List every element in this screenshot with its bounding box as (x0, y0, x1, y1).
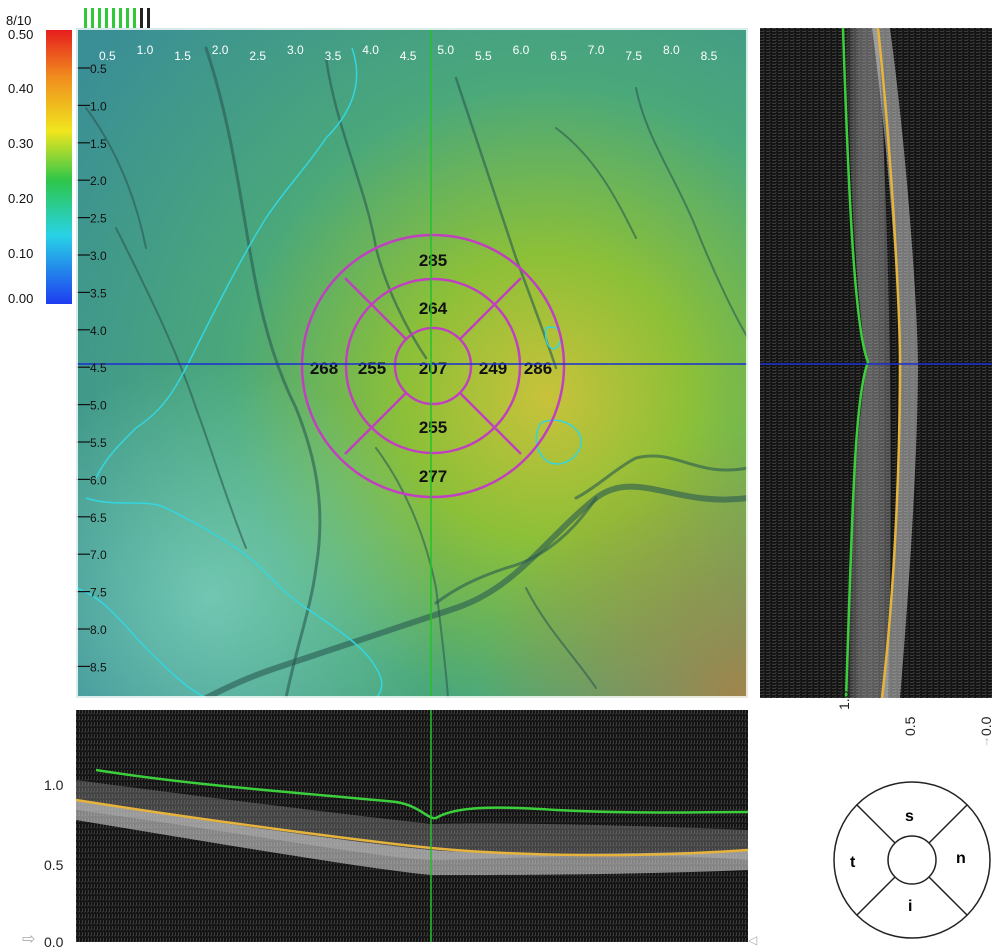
colorbar-tick-030: 0.30 (8, 136, 34, 151)
fundus-x-tick-label: 6.0 (513, 43, 530, 57)
horizontal-bscan-right-arrow-icon[interactable]: ◁ (748, 933, 758, 947)
horizontal-bscan-tick-00: 0.0 (44, 934, 64, 950)
etdrs-grid (300, 233, 566, 499)
colorbar-tick-000: 0.00 (8, 291, 34, 306)
fundus-image[interactable]: 285 264 207 255 268 249 286 255 277 0.5 1… (75, 28, 751, 701)
fundus-y-tick-label: 4.5 (90, 361, 107, 375)
fundus-panel[interactable]: 285 264 207 255 268 249 286 255 277 0.5 1… (75, 28, 751, 701)
vertical-bscan-tick-10: 1.0 (836, 690, 852, 710)
etdrs-outer-nasal-value: 286 (524, 359, 552, 378)
quality-segment (105, 8, 108, 28)
sector-label-nasal: n (956, 850, 966, 867)
fundus-y-tick-label: 8.5 (90, 660, 107, 674)
vertical-bscan-image[interactable] (760, 27, 992, 699)
sector-legend: s t n i (832, 780, 992, 940)
vertical-bscan-scroll-arrow-icon[interactable]: ↑ (984, 734, 990, 748)
fundus-y-tick-label: 4.0 (90, 324, 107, 338)
fundus-x-tick-label: 1.5 (174, 49, 191, 63)
fundus-x-tick-label: 2.0 (212, 43, 229, 57)
fundus-y-tick-label: 2.5 (90, 212, 107, 226)
fundus-y-tick-label: 8.0 (90, 623, 107, 637)
horizontal-ilm-curve (95, 768, 749, 820)
etdrs-inner-ring (344, 277, 522, 455)
horizontal-bscan-panel[interactable] (75, 710, 749, 942)
fundus-x-tick-label: 5.0 (437, 43, 454, 57)
quality-segment (126, 8, 129, 28)
quality-segment (98, 8, 101, 28)
etdrs-inner-temporal-value: 255 (358, 359, 386, 378)
etdrs-outer-temporal-value: 268 (310, 359, 338, 378)
colorbar-max-label: 0.50 (8, 27, 34, 42)
fundus-y-tick-label: 5.5 (90, 436, 107, 450)
quality-segment (140, 8, 143, 28)
fundus-y-tick-label: 6.5 (90, 511, 107, 525)
quality-segment (91, 8, 94, 28)
etdrs-outer-superior-value: 285 (419, 251, 447, 270)
fundus-y-tick-label: 1.5 (90, 137, 107, 151)
etdrs-outer-ring (300, 233, 566, 499)
quality-segment (84, 8, 87, 28)
fundus-x-tick-label: 7.0 (588, 43, 605, 57)
quality-label: 8/10 (6, 13, 32, 28)
horizontal-bscan-tick-05: 0.5 (44, 857, 64, 873)
etdrs-center-value: 207 (419, 359, 447, 378)
fundus-y-tick-label: 6.0 (90, 473, 107, 487)
fundus-x-tick-label: 1.0 (137, 43, 154, 57)
fundus-x-tick-label: 6.5 (550, 49, 567, 63)
vertical-rpe-curve (876, 27, 902, 699)
fundus-x-tick-label: 2.5 (249, 49, 266, 63)
colorbar-tick-010: 0.10 (8, 246, 34, 261)
etdrs-inner-superior-value: 264 (419, 299, 448, 318)
fundus-y-tick-label: 7.0 (90, 548, 107, 562)
fundus-y-tick-label: 7.5 (90, 586, 107, 600)
etdrs-inner-nasal-value: 249 (479, 359, 507, 378)
etdrs-inner-inferior-value: 255 (419, 418, 447, 437)
thickness-colorbar (46, 30, 72, 304)
fundus-y-tick-label: 0.5 (90, 62, 107, 76)
fundus-x-tick-label: 3.5 (325, 49, 342, 63)
horizontal-bscan-tick-10: 1.0 (44, 777, 64, 793)
sector-label-superior: s (905, 808, 914, 825)
retinal-vessels (85, 46, 751, 701)
fundus-x-tick-label: 4.0 (362, 43, 379, 57)
fundus-x-tick-label: 0.5 (99, 49, 116, 63)
vertical-ilm-curve (841, 27, 870, 699)
fundus-y-tick-label: 3.0 (90, 249, 107, 263)
horizontal-bscan-image[interactable] (75, 710, 749, 942)
fundus-x-tick-label: 5.5 (475, 49, 492, 63)
colorbar-tick-020: 0.20 (8, 191, 34, 206)
fundus-x-tick-label: 4.5 (400, 49, 417, 63)
quality-segment (133, 8, 136, 28)
colorbar-tick-040: 0.40 (8, 81, 34, 96)
fundus-x-tick-label: 8.5 (701, 49, 718, 63)
fundus-x-tick-label: 8.0 (663, 43, 680, 57)
fundus-axes: 0.5 1.0 1.5 2.0 2.5 3.0 3.5 4.0 4.5 5.0 5.5 6.0 6.5 7… (76, 43, 718, 674)
sector-label-temporal: t (850, 854, 856, 871)
horizontal-bscan-scroll-arrow-icon[interactable]: ⇨ (22, 931, 36, 948)
fundus-y-tick-label: 5.0 (90, 399, 107, 413)
quality-segment (119, 8, 122, 28)
vertical-bscan-tick-05: 0.5 (902, 716, 918, 736)
fundus-x-tick-label: 7.5 (625, 49, 642, 63)
quality-segment (112, 8, 115, 28)
quality-segment (147, 8, 150, 28)
fundus-y-tick-label: 2.0 (90, 174, 107, 188)
etdrs-outer-inferior-value: 277 (419, 467, 447, 486)
fundus-x-tick-label: 3.0 (287, 43, 304, 57)
fundus-y-tick-label: 3.5 (90, 286, 107, 300)
vertical-bscan-panel[interactable] (760, 27, 992, 699)
sector-label-inferior: i (908, 898, 913, 915)
fundus-y-tick-label: 1.0 (90, 99, 107, 113)
quality-bar (84, 8, 164, 28)
etdrs-center-ring (393, 326, 473, 406)
